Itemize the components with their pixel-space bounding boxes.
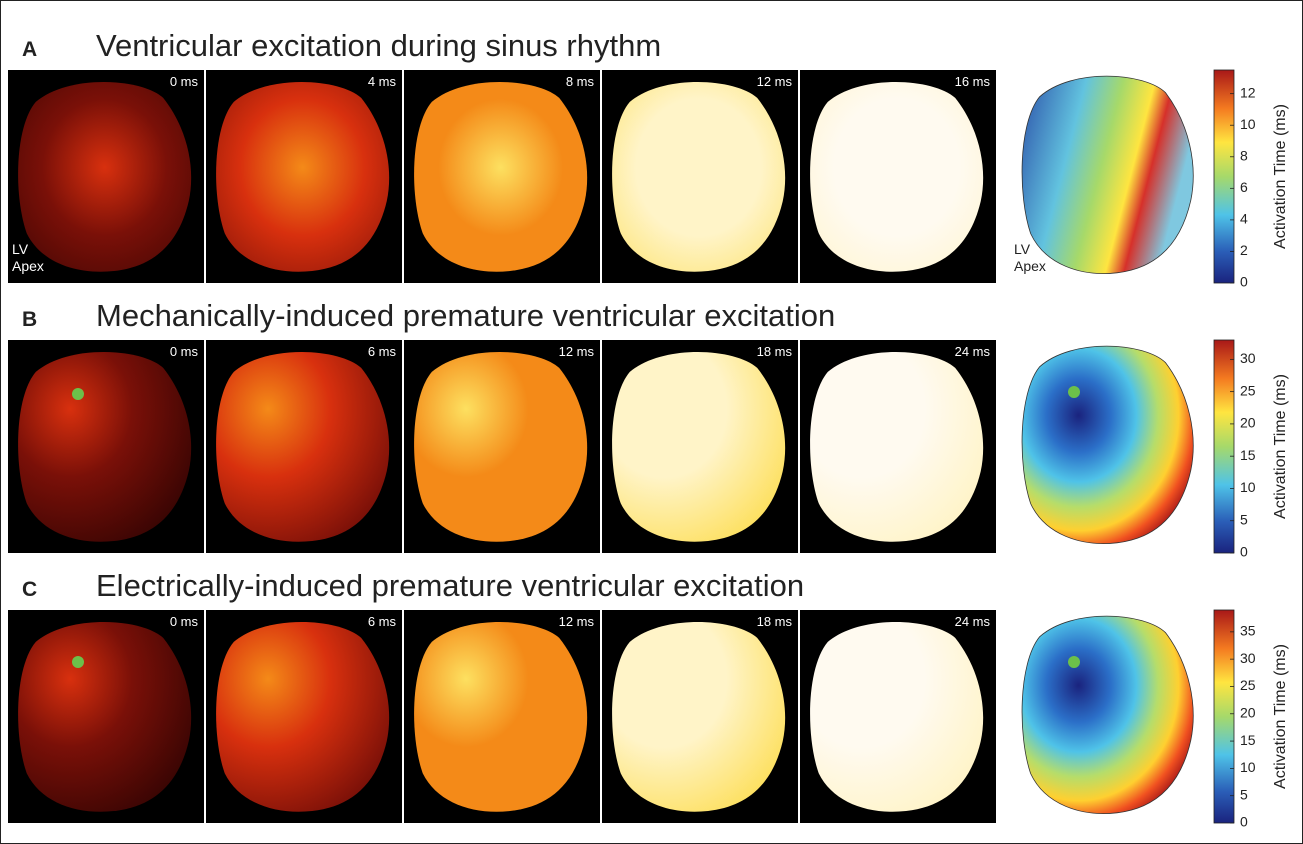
colorbar-tick-label: 25 — [1240, 382, 1256, 398]
colorbar-tick-label: 0 — [1240, 274, 1248, 290]
frame-time-label: 16 ms — [955, 74, 991, 89]
colorbar-tick-label: 6 — [1240, 179, 1248, 195]
colorbar-tick-label: 0 — [1240, 814, 1248, 830]
frame-time-label: 12 ms — [559, 344, 595, 359]
heart-frame — [216, 622, 389, 812]
heart-frame — [216, 82, 389, 272]
stimulus-site — [72, 656, 84, 668]
heart-frame — [810, 352, 983, 542]
colorbar-tick-label: 5 — [1240, 786, 1248, 802]
colorbar-tick-label: 30 — [1240, 350, 1256, 366]
panel-letter: A — [22, 38, 37, 61]
frame-time-label: 6 ms — [368, 344, 397, 359]
panel: B Mechanically-induced premature ventricu… — [8, 298, 1289, 560]
colorbar-tick-label: 15 — [1240, 447, 1256, 463]
panel: A Ventricular excitation during sinus rhy… — [8, 28, 1289, 290]
panel-title: Ventricular excitation during sinus rhyt… — [96, 28, 661, 63]
colorbar-tick-label: 20 — [1240, 415, 1256, 431]
colorbar-tick-label: 2 — [1240, 242, 1248, 258]
frame-time-label: 0 ms — [170, 614, 199, 629]
apex-label: Apex — [12, 258, 44, 274]
activation-map — [1022, 616, 1193, 813]
frame-time-label: 4 ms — [368, 74, 397, 89]
heart-frame — [216, 352, 389, 542]
colorbar-tick-label: 0 — [1240, 544, 1248, 560]
heart-frame — [414, 82, 587, 272]
panel-title: Electrically-induced premature ventricul… — [96, 568, 804, 603]
colorbar-tick-label: 10 — [1240, 116, 1256, 132]
colorbar-tick-label: 15 — [1240, 732, 1256, 748]
stimulus-site — [1068, 386, 1080, 398]
frame-time-label: 0 ms — [170, 74, 199, 89]
colorbar-label: Activation Time (ms) — [1272, 644, 1289, 789]
apex-label: Apex — [1014, 258, 1046, 274]
heart-frame — [18, 82, 191, 272]
panel-letter: C — [22, 578, 37, 601]
colorbar-label: Activation Time (ms) — [1272, 374, 1289, 519]
panel-letter: B — [22, 308, 37, 331]
heart-frame — [810, 82, 983, 272]
apex-label: LV — [12, 241, 29, 257]
figure: A Ventricular excitation during sinus rhy… — [0, 0, 1303, 844]
heart-frame — [414, 622, 587, 812]
colorbar-tick-label: 35 — [1240, 623, 1256, 639]
heart-frame — [612, 622, 785, 812]
frame-time-label: 12 ms — [559, 614, 595, 629]
panel: C Electrically-induced premature ventricu… — [8, 568, 1289, 830]
colorbar — [1214, 610, 1234, 823]
heart-frame — [18, 622, 191, 812]
heart-frame — [414, 352, 587, 542]
stimulus-site — [1068, 656, 1080, 668]
frame-time-label: 24 ms — [955, 614, 991, 629]
activation-map — [1022, 76, 1193, 273]
frame-time-label: 12 ms — [757, 74, 793, 89]
colorbar-tick-label: 30 — [1240, 650, 1256, 666]
heart-frame — [612, 82, 785, 272]
panel-title: Mechanically-induced premature ventricul… — [96, 298, 835, 333]
heart-frame — [18, 352, 191, 542]
activation-map — [1022, 346, 1193, 543]
colorbar-tick-label: 10 — [1240, 759, 1256, 775]
colorbar-label: Activation Time (ms) — [1272, 104, 1289, 249]
colorbar-tick-label: 12 — [1240, 84, 1256, 100]
colorbar-tick-label: 4 — [1240, 211, 1248, 227]
heart-frame — [612, 352, 785, 542]
colorbar-tick-label: 5 — [1240, 511, 1248, 527]
frame-time-label: 6 ms — [368, 614, 397, 629]
frame-time-label: 24 ms — [955, 344, 991, 359]
frame-time-label: 18 ms — [757, 614, 793, 629]
colorbar-tick-label: 20 — [1240, 704, 1256, 720]
heart-frame — [810, 622, 983, 812]
stimulus-site — [72, 388, 84, 400]
frame-time-label: 18 ms — [757, 344, 793, 359]
colorbar-tick-label: 10 — [1240, 479, 1256, 495]
frame-time-label: 8 ms — [566, 74, 595, 89]
colorbar-tick-label: 25 — [1240, 677, 1256, 693]
apex-label: LV — [1014, 241, 1031, 257]
colorbar-tick-label: 8 — [1240, 147, 1248, 163]
frame-time-label: 0 ms — [170, 344, 199, 359]
